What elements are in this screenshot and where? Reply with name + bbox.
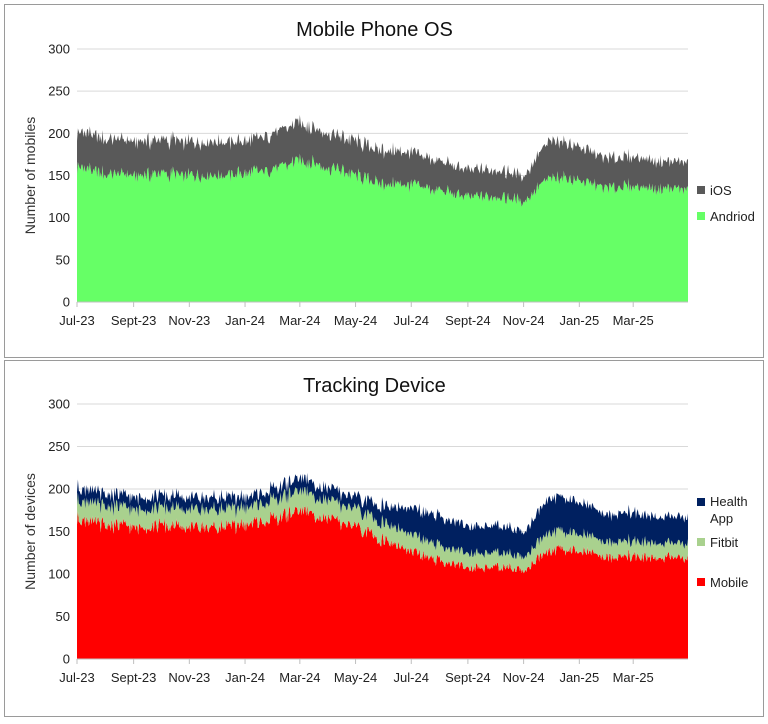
- x-tick-label: May-24: [334, 313, 377, 328]
- x-tick-label: Jan-25: [559, 670, 599, 685]
- legend-swatch: [697, 538, 705, 546]
- series-area-health-app: [77, 472, 688, 560]
- y-tick-label: 50: [56, 609, 70, 624]
- y-axis-label: Number of mobiles: [22, 117, 38, 235]
- legend-label: Andriod: [710, 209, 755, 224]
- y-tick-label: 200: [48, 126, 70, 141]
- x-tick-label: Jan-25: [559, 313, 599, 328]
- legend-swatch: [697, 498, 705, 506]
- x-tick-label: Jan-24: [225, 670, 265, 685]
- x-tick-label: Sept-24: [445, 313, 491, 328]
- y-tick-label: 100: [48, 567, 70, 582]
- y-axis-label: Number of devices: [22, 473, 38, 590]
- x-tick-label: Jul-23: [59, 313, 94, 328]
- legend-swatch: [697, 186, 705, 194]
- x-tick-label: Jul-24: [394, 313, 429, 328]
- x-tick-label: Sept-23: [111, 670, 157, 685]
- y-tick-label: 250: [48, 84, 70, 99]
- x-tick-label: Nov-24: [503, 670, 545, 685]
- series-area-fitbit: [77, 485, 688, 574]
- legend-label: iOS: [710, 183, 732, 198]
- x-tick-label: Mar-25: [613, 313, 654, 328]
- x-tick-label: Nov-24: [503, 313, 545, 328]
- legend-swatch: [697, 578, 705, 586]
- y-tick-label: 250: [48, 439, 70, 454]
- x-tick-label: Jul-24: [394, 670, 429, 685]
- y-tick-label: 0: [63, 295, 70, 310]
- y-tick-label: 300: [48, 397, 70, 412]
- y-tick-label: 200: [48, 482, 70, 497]
- mobile-os-chart: Mobile Phone OS Number of mobiles 0 50 100 15…: [22, 19, 755, 328]
- x-tick-label: Nov-23: [168, 670, 210, 685]
- tracking-device-chart: Tracking Device Number of devices 0 50 100 15…: [22, 375, 748, 685]
- chart-title: Tracking Device: [303, 375, 446, 397]
- y-tick-label: 50: [56, 252, 70, 267]
- x-tick-label: Mar-25: [613, 670, 654, 685]
- legend-label: App: [710, 511, 733, 526]
- x-tick-label: Jul-23: [59, 670, 94, 685]
- x-tick-label: May-24: [334, 670, 377, 685]
- legend-label: Mobile: [710, 575, 748, 590]
- y-tick-label: 300: [48, 42, 70, 57]
- x-tick-label: Mar-24: [279, 313, 320, 328]
- y-tick-label: 0: [63, 652, 70, 667]
- x-tick-label: Jan-24: [225, 313, 265, 328]
- chart-panel-tracking-device: Tracking Device Number of devices 0 50 100 15…: [4, 360, 764, 717]
- series-area-ios: [77, 114, 688, 207]
- chart-title: Mobile Phone OS: [296, 19, 453, 41]
- x-tick-label: Nov-23: [168, 313, 210, 328]
- series-area-andriod: [77, 153, 688, 302]
- y-tick-label: 150: [48, 168, 70, 183]
- x-tick-label: Mar-24: [279, 670, 320, 685]
- x-tick-label: Sept-24: [445, 670, 491, 685]
- y-tick-label: 100: [48, 210, 70, 225]
- legend-label: Fitbit: [710, 535, 739, 550]
- legend-label: Health: [710, 494, 748, 509]
- y-tick-label: 150: [48, 524, 70, 539]
- series-area-mobile: [77, 505, 688, 659]
- chart-panel-mobile-os: Mobile Phone OS Number of mobiles 0 50 100 15…: [4, 4, 764, 358]
- x-tick-label: Sept-23: [111, 313, 157, 328]
- legend-swatch: [697, 212, 705, 220]
